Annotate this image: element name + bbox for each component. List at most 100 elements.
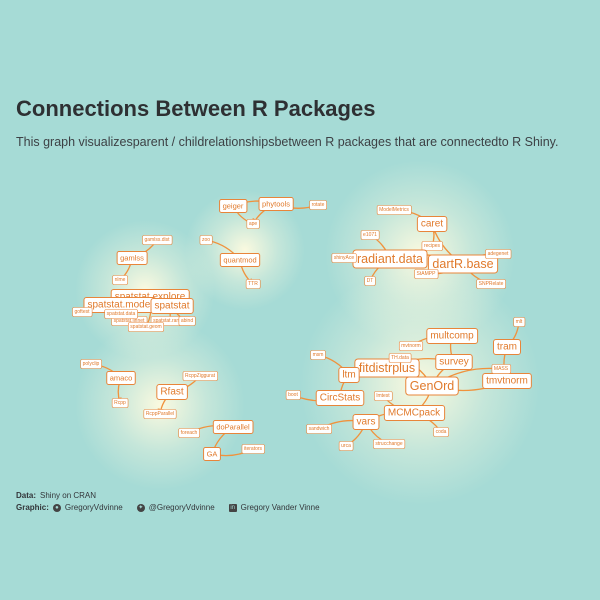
package-node: caret <box>416 216 448 232</box>
package-node-label: urca <box>341 443 351 449</box>
package-node: recipes <box>421 241 443 251</box>
package-node-box <box>142 235 173 245</box>
package-node-box <box>104 309 138 319</box>
package-node-label: ltm <box>342 370 355 381</box>
page-title: Connections Between R Packages <box>16 96 376 121</box>
package-node: urca <box>338 441 354 451</box>
package-node-label: spatstat.data <box>107 311 136 317</box>
package-node: RcppParallel <box>143 409 177 419</box>
package-node: boot <box>285 390 301 400</box>
page-subtitle: This graph visualizesparent / childrelat… <box>16 135 559 149</box>
package-node-box <box>491 364 512 374</box>
caption: Data: Shiny on CRAN Graphic: ● GregoryVd… <box>16 490 320 514</box>
package-node: goftest <box>72 307 93 317</box>
package-node: sandwich <box>306 424 332 434</box>
package-node-label: mlt <box>516 319 523 325</box>
package-node: spatstat.data <box>104 309 138 319</box>
package-node-label: GenOrd <box>410 379 455 393</box>
package-node-label: vars <box>357 417 376 428</box>
package-node-box <box>182 371 218 381</box>
package-node: CircStats <box>315 390 365 406</box>
package-node: vars <box>352 414 380 430</box>
package-node-label: MCMCpack <box>388 408 441 419</box>
caption-data-row: Data: Shiny on CRAN <box>16 490 320 502</box>
package-node: survey <box>435 354 473 370</box>
package-node-box <box>485 249 512 259</box>
package-node-label: goftest <box>74 309 90 315</box>
package-node: Rfast <box>156 384 188 400</box>
package-node-box <box>309 200 327 210</box>
package-node: GenOrd <box>405 376 459 396</box>
package-node-label: ModelMetrics <box>379 207 409 213</box>
package-node-label: tmvtnorm <box>486 376 528 387</box>
package-node-label: iterators <box>244 446 263 452</box>
package-node-box <box>72 307 93 317</box>
package-node-label: SNPRelate <box>479 281 504 287</box>
package-node-box <box>150 298 194 314</box>
package-node-box <box>143 409 177 419</box>
package-node-box <box>258 197 294 211</box>
package-node-box <box>513 317 526 327</box>
package-node-box <box>360 230 380 240</box>
package-node-box <box>245 279 261 289</box>
package-node: e1071 <box>360 230 380 240</box>
package-node-label: CircStats <box>320 393 361 404</box>
package-node-label: TTR <box>248 281 258 287</box>
package-node: zoo <box>199 235 213 245</box>
package-node: mvtnorm <box>398 341 424 351</box>
package-node-box <box>80 359 102 369</box>
package-node-box <box>219 199 248 213</box>
package-node-label: spatstat <box>154 301 189 312</box>
package-node: doParallel <box>212 420 254 434</box>
package-node-box <box>199 235 213 245</box>
package-node-label: amaco <box>110 374 133 383</box>
package-node-box <box>306 424 332 434</box>
package-node-label: RcppZiggurat <box>185 373 216 379</box>
package-node-box <box>373 439 406 449</box>
package-node: ape <box>246 219 260 229</box>
package-node: coda <box>433 427 449 437</box>
package-node: nlme <box>112 275 128 285</box>
package-node-box <box>364 276 376 286</box>
package-node-label: radiant.data <box>357 252 423 266</box>
package-node-label: tram <box>497 342 517 353</box>
package-node-label: sandwich <box>309 426 330 432</box>
package-node: ltm <box>338 367 360 383</box>
package-node-box <box>405 376 459 396</box>
package-node-label: survey <box>439 357 468 368</box>
package-node-box <box>246 219 260 229</box>
package-node-label: e1071 <box>363 232 377 238</box>
package-node: gamlss.dist <box>142 235 173 245</box>
package-node-label: zoo <box>202 237 210 243</box>
package-node-box <box>178 316 196 326</box>
package-node-label: polyclip <box>83 361 100 367</box>
package-node-label: spatstat.random <box>153 318 189 324</box>
package-node-label: spatstat.linnet <box>114 318 145 324</box>
package-node: dartR.base <box>427 254 499 274</box>
package-node: TTR <box>245 279 261 289</box>
package-node-box <box>476 279 506 289</box>
package-node-label: recipes <box>424 243 441 249</box>
package-node-box <box>112 275 128 285</box>
package-node-box <box>493 339 521 355</box>
package-node-box <box>374 391 393 401</box>
package-node: abind <box>178 316 196 326</box>
package-node: StAMPP <box>414 269 439 279</box>
package-node-label: foreach <box>181 430 198 436</box>
package-node-box <box>398 341 424 351</box>
package-node: iterators <box>241 444 265 454</box>
package-node-label: DT <box>367 278 374 284</box>
package-node-box <box>338 367 360 383</box>
caption-github-handle: GregoryVdvinne <box>64 503 123 512</box>
package-node: fitdistrplus <box>354 358 420 378</box>
package-node: foreach <box>178 428 200 438</box>
package-node: TH.data <box>388 353 412 363</box>
package-node-label: boot <box>288 392 298 398</box>
package-node-label: abind <box>181 318 193 324</box>
package-node: mlt <box>513 317 526 327</box>
package-node-box <box>285 390 301 400</box>
package-node: radiant.data <box>352 249 428 269</box>
package-node-label: fitdistrplus <box>359 361 415 375</box>
package-node-box <box>241 444 265 454</box>
package-node-box <box>212 420 254 434</box>
